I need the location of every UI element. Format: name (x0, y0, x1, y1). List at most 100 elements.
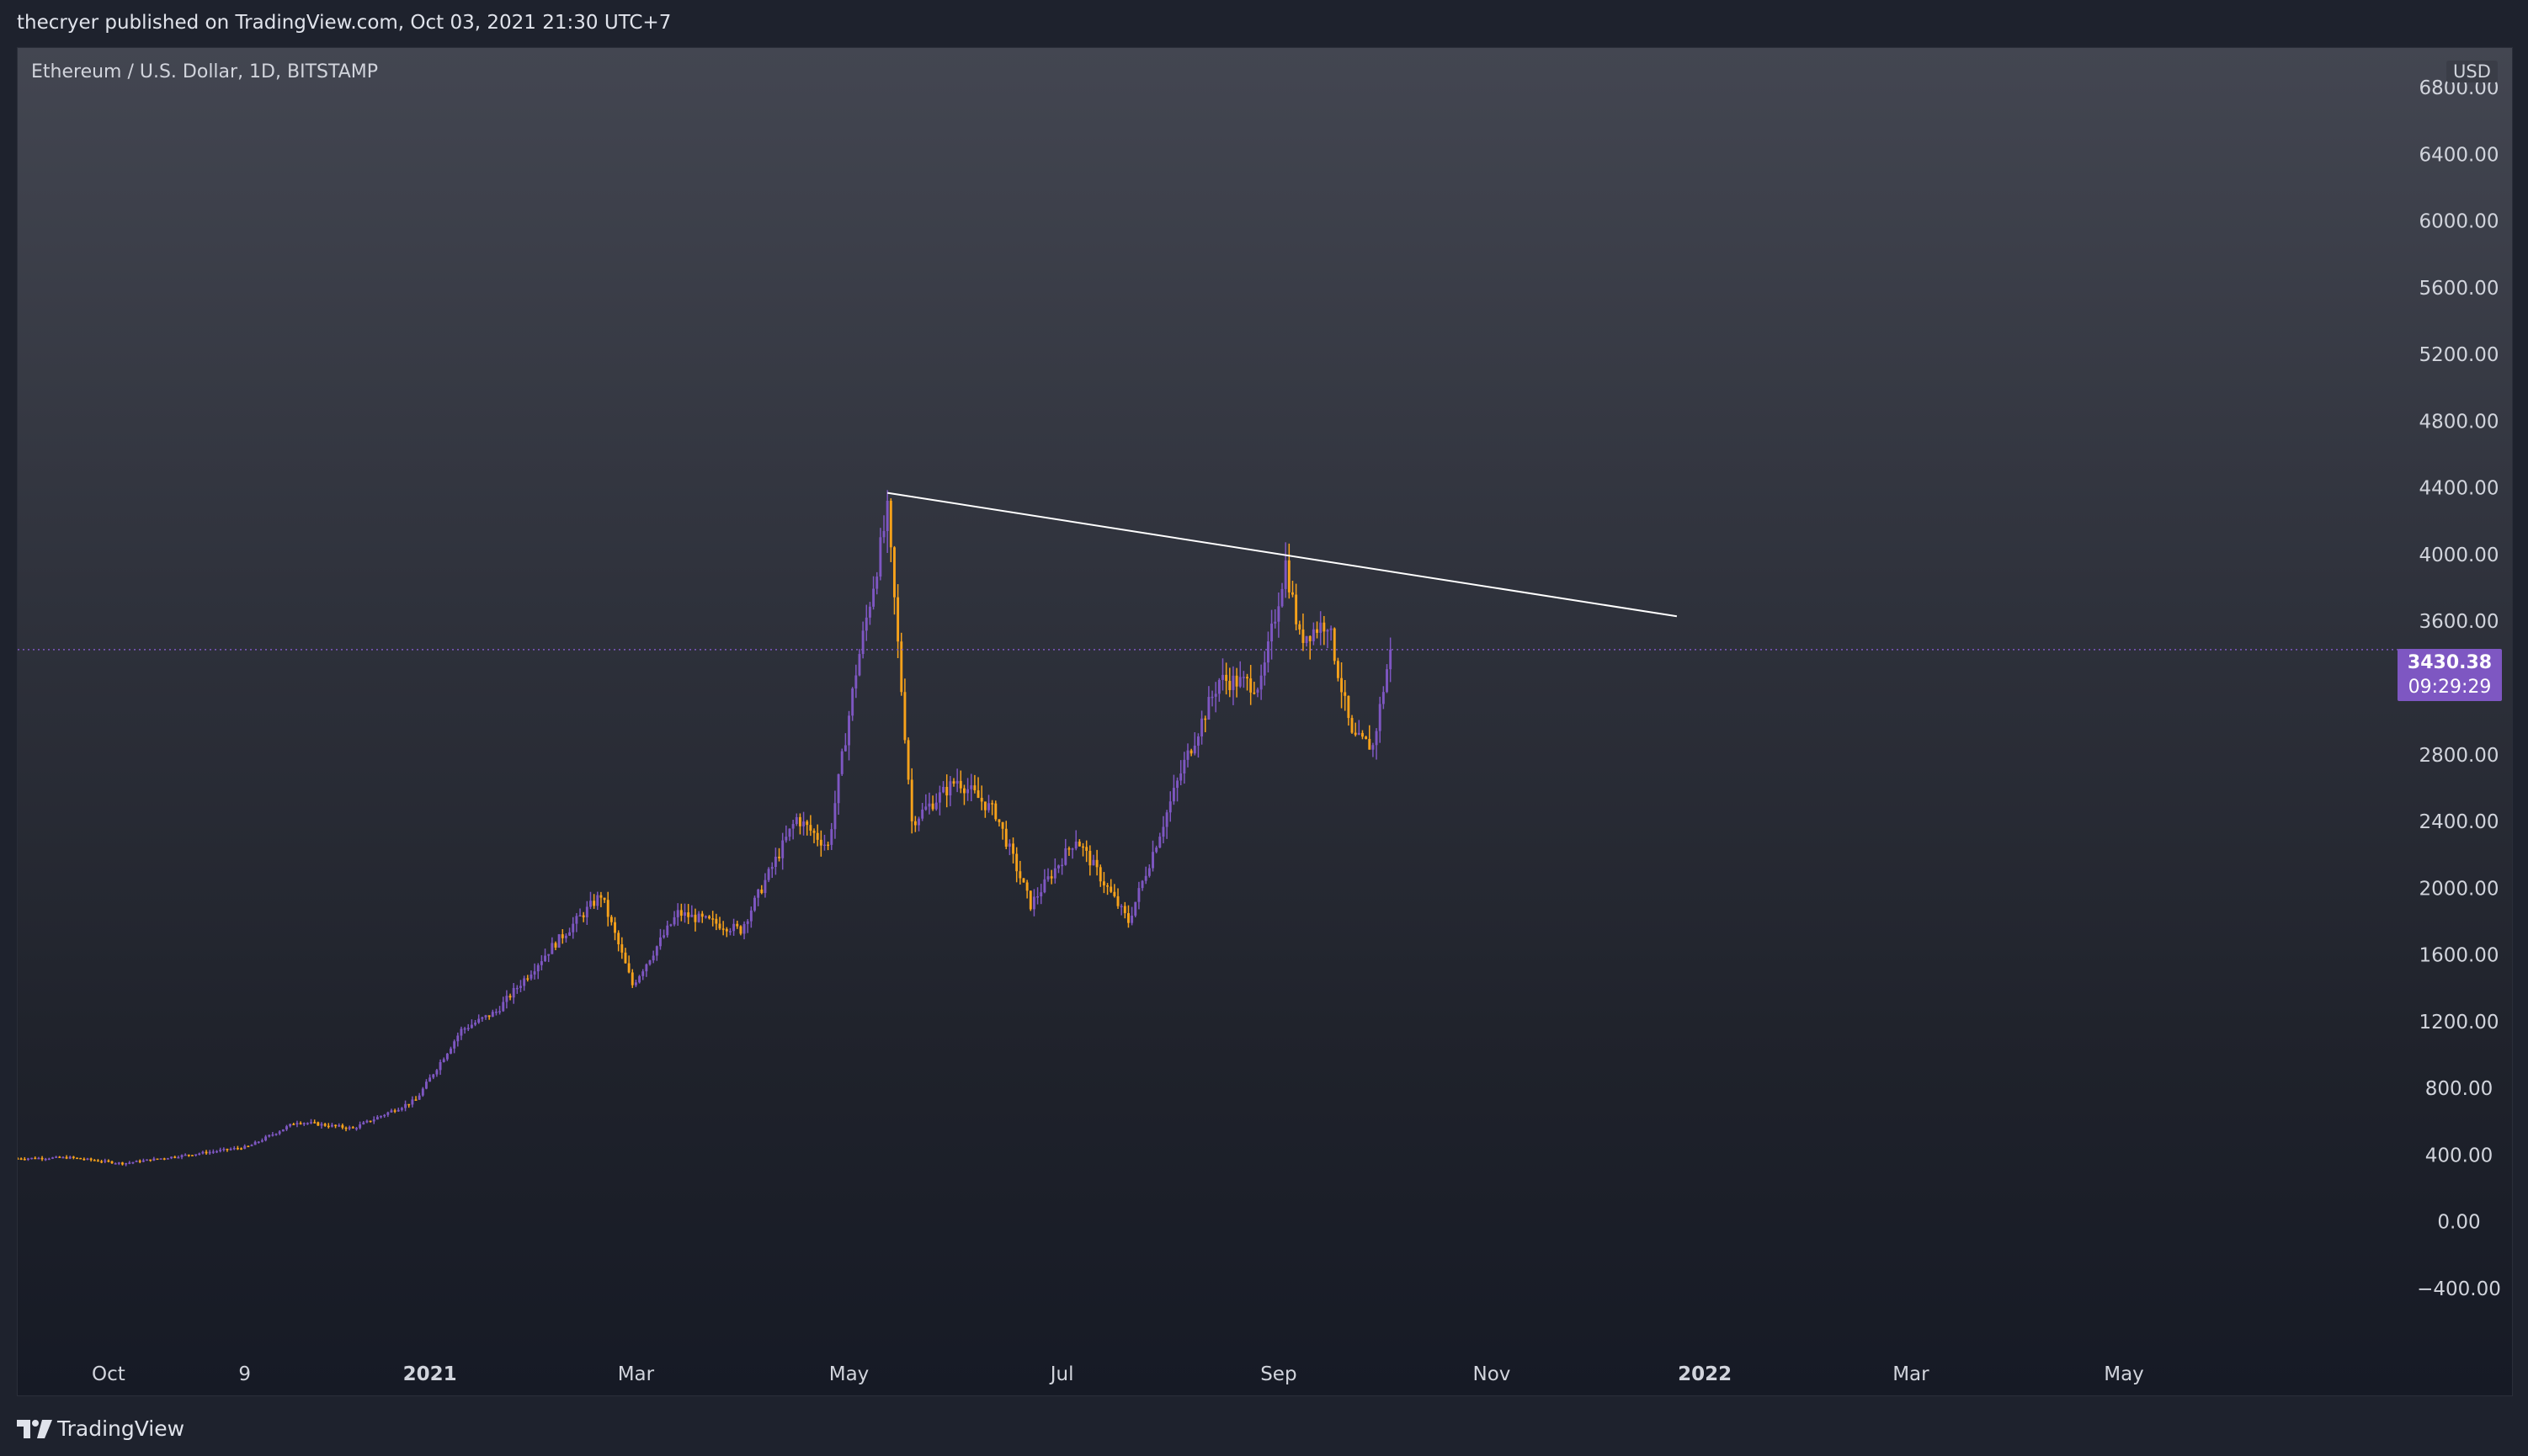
price-tick-label: 3600.00 (2419, 611, 2499, 633)
candle (679, 903, 683, 922)
time-tick-label: May (2104, 1363, 2144, 1385)
candle (1046, 868, 1050, 882)
candle (1274, 608, 1277, 629)
candle (959, 770, 962, 794)
candle (725, 927, 728, 938)
candle (742, 921, 746, 940)
time-tick-label: Sep (1260, 1363, 1296, 1385)
candle (1040, 884, 1043, 905)
candle (79, 1157, 82, 1160)
candles-layer (18, 490, 1392, 1166)
candle (1204, 715, 1207, 733)
candle (1008, 839, 1011, 856)
candle (383, 1113, 386, 1119)
chart-pane[interactable]: 6800.00 6400.00 6000.00 5600.00 5200.00 4800.… (17, 47, 2513, 1396)
candle (966, 778, 970, 801)
price-tick-label: 6400.00 (2419, 144, 2499, 166)
candle (128, 1161, 131, 1165)
candle (281, 1129, 285, 1132)
candle (201, 1150, 205, 1155)
candle (494, 1008, 498, 1016)
candle (1232, 666, 1235, 705)
candle (435, 1068, 439, 1077)
candle (1381, 686, 1385, 709)
candle (396, 1108, 400, 1113)
candle (104, 1158, 107, 1164)
price-chart[interactable]: 6800.006400.006000.005600.005200.004800.… (18, 48, 2513, 1396)
candle (107, 1159, 110, 1163)
candle (897, 584, 900, 658)
candle (1354, 722, 1357, 737)
candle (1032, 889, 1035, 917)
candle (973, 774, 977, 794)
candle (721, 921, 725, 936)
candle (484, 1014, 487, 1020)
candle (1287, 543, 1291, 599)
candle (697, 911, 700, 923)
candle (1168, 791, 1172, 822)
candle (1071, 848, 1074, 859)
candle (138, 1159, 141, 1164)
candle (816, 824, 819, 847)
trendline[interactable] (887, 492, 1678, 618)
candle (564, 933, 567, 943)
price-tick-label: 1200.00 (2419, 1012, 2499, 1034)
candle (1113, 884, 1116, 898)
candle (1378, 696, 1381, 743)
candle (833, 790, 837, 839)
candle (400, 1107, 403, 1112)
candle (222, 1147, 226, 1152)
candle (100, 1160, 104, 1164)
price-tick-label: 4400.00 (2419, 478, 2499, 500)
time-axis[interactable]: Oct 9 2021 Mar May Jul Sep Nov 2022 Mar May (92, 1363, 2144, 1385)
candle (1336, 657, 1339, 682)
candle (439, 1059, 442, 1076)
candle (715, 913, 718, 931)
candle (453, 1039, 456, 1054)
tradingview-logo-icon (17, 1419, 52, 1438)
candle (554, 941, 557, 950)
candle (1270, 609, 1274, 660)
candle (778, 848, 780, 862)
price-axis[interactable]: 6800.006400.006000.005600.005200.004800.… (2417, 77, 2501, 1300)
candle (1057, 864, 1060, 874)
candle (572, 917, 575, 939)
candle (1082, 842, 1084, 857)
candle (663, 929, 666, 939)
candle (110, 1161, 114, 1164)
candle (18, 1157, 19, 1160)
candle (603, 897, 606, 903)
candle (295, 1120, 299, 1128)
candle (61, 1156, 65, 1159)
currency-button[interactable]: USD (2446, 61, 2498, 82)
candle (1120, 904, 1123, 916)
candle (355, 1126, 358, 1131)
candle (1193, 732, 1196, 756)
candle (1319, 611, 1323, 646)
candle (278, 1129, 281, 1135)
candle (1266, 631, 1269, 672)
candle (676, 903, 679, 926)
candle (806, 820, 809, 836)
candle (551, 937, 554, 954)
candle (746, 918, 749, 933)
candle (1291, 581, 1294, 598)
candle (30, 1157, 34, 1160)
candle (474, 1019, 477, 1027)
candle (1183, 752, 1186, 784)
candle (739, 925, 742, 936)
candle (700, 911, 704, 923)
candle (998, 819, 1001, 826)
candle (1092, 854, 1095, 866)
candle (1074, 830, 1078, 851)
candle (411, 1096, 414, 1108)
candle (51, 1156, 54, 1160)
candle (970, 773, 973, 802)
tradingview-brand[interactable]: TradingView (17, 1416, 184, 1441)
candle (708, 915, 711, 920)
candle (1235, 667, 1238, 698)
candle (1249, 665, 1253, 705)
candle (1280, 582, 1284, 608)
candle (425, 1079, 428, 1090)
candle (149, 1159, 152, 1162)
